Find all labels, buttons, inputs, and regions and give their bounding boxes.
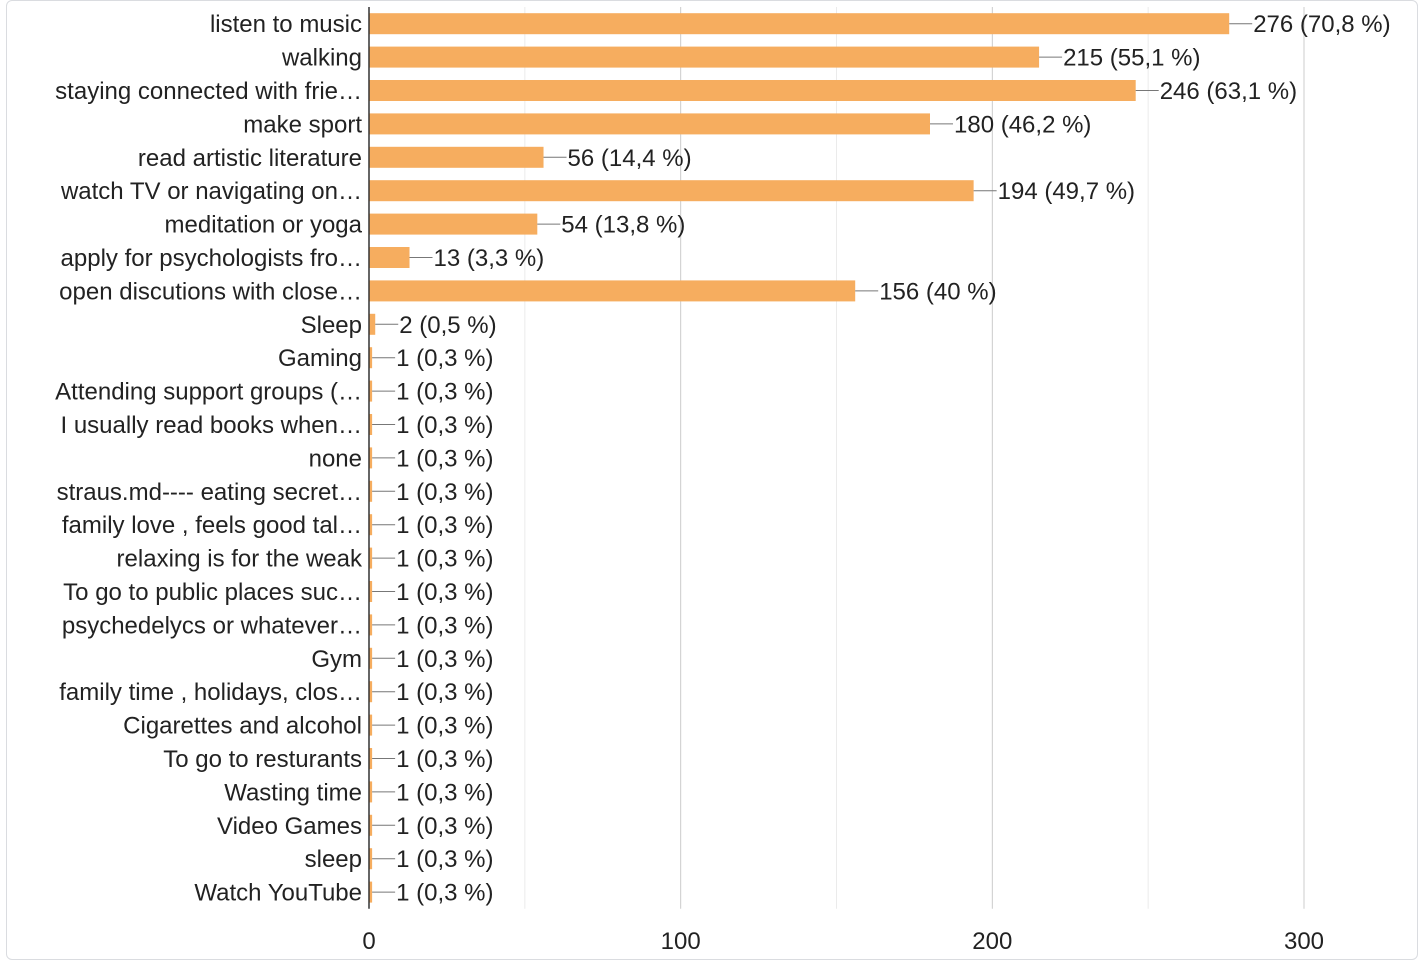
x-tick-label: 300 <box>1284 928 1324 954</box>
bar-attending-support-groups <box>369 380 373 402</box>
bar-psychedelycs-or-whatever <box>369 614 373 636</box>
bar-wasting-time <box>369 781 373 803</box>
category-label: relaxing is for the weak <box>117 546 363 573</box>
data-label: 1 (0,3 %) <box>396 546 493 573</box>
bar-to-go-to-public-places-suc <box>369 581 373 602</box>
bar-watch-tv-or-navigating-on <box>369 180 974 202</box>
bar-make-sport <box>369 113 930 135</box>
bar-cigarettes-and-alcohol <box>369 714 373 736</box>
x-tick-label: 0 <box>362 928 375 954</box>
data-label: 1 (0,3 %) <box>396 445 493 472</box>
data-label: 1 (0,3 %) <box>396 612 493 639</box>
bar-read-artistic-literature <box>369 146 544 168</box>
category-label: family time , holidays, clos… <box>59 679 362 706</box>
bar-i-usually-read-books-when <box>369 414 373 435</box>
data-label: 56 (14,4 %) <box>568 145 692 172</box>
data-label: 246 (63,1 %) <box>1160 78 1297 105</box>
data-label: 1 (0,3 %) <box>396 846 493 873</box>
chart-card <box>6 0 1418 960</box>
bar-family-time-holidays-clos <box>369 681 373 703</box>
data-label: 1 (0,3 %) <box>396 746 493 773</box>
category-label: To go to resturants <box>163 746 362 773</box>
category-label: Video Games <box>217 813 362 840</box>
data-label: 180 (46,2 %) <box>954 111 1091 138</box>
gridlines <box>524 7 1305 909</box>
x-tick-label: 200 <box>972 928 1012 954</box>
data-label: 1 (0,3 %) <box>396 713 493 740</box>
category-label: read artistic literature <box>138 145 362 172</box>
bar-walking <box>369 46 1040 68</box>
category-label: straus.md---- eating secret… <box>57 479 362 506</box>
bar-open-discutions-with-close <box>369 280 856 302</box>
category-label: apply for psychologists fro… <box>61 245 362 272</box>
data-label: 1 (0,3 %) <box>396 479 493 506</box>
category-labels: listen to music walking staying connected … <box>55 11 363 906</box>
data-label: 2 (0,5 %) <box>399 312 496 339</box>
data-label: 276 (70,8 %) <box>1253 11 1390 38</box>
bar-listen-to-music <box>369 13 1230 35</box>
data-label: 156 (40 %) <box>879 278 996 305</box>
category-label: make sport <box>243 111 362 138</box>
bar-video-games <box>369 814 373 836</box>
category-label: staying connected with frie… <box>55 78 362 105</box>
category-label: sleep <box>305 846 362 873</box>
data-label: 1 (0,3 %) <box>396 646 493 673</box>
category-label: Sleep <box>301 312 362 339</box>
data-labels: 276 (70,8 %) 215 (55,1 %) 246 (63,1 %) 180 … <box>372 11 1391 907</box>
data-label: 1 (0,3 %) <box>396 813 493 840</box>
bar-gaming <box>369 347 373 369</box>
x-axis-ticks: 0 100 200 300 <box>362 928 1324 954</box>
category-label: I usually read books when… <box>61 412 363 439</box>
bar-gym <box>369 647 373 669</box>
bar-meditation-or-yoga <box>369 213 538 235</box>
bar-sleep <box>369 313 376 335</box>
category-label: watch TV or navigating on… <box>60 178 362 205</box>
bar-none <box>369 447 373 469</box>
data-label: 13 (3,3 %) <box>434 245 545 272</box>
category-label: Wasting time <box>224 779 362 806</box>
category-label: open discutions with close… <box>59 278 362 305</box>
data-label: 1 (0,3 %) <box>396 345 493 372</box>
category-label: Watch YouTube <box>194 880 362 907</box>
bar-watch-youtube <box>369 881 373 903</box>
bar-apply-for-psychologists-fro <box>369 247 410 268</box>
category-label: Gym <box>311 646 362 673</box>
category-label: Cigarettes and alcohol <box>123 713 362 740</box>
data-label: 1 (0,3 %) <box>396 779 493 806</box>
data-label: 215 (55,1 %) <box>1063 45 1200 72</box>
data-label: 54 (13,8 %) <box>561 212 685 239</box>
category-label: Attending support groups (… <box>55 379 362 406</box>
data-label: 194 (49,7 %) <box>998 178 1135 205</box>
bar-to-go-to-resturants <box>369 748 373 769</box>
data-label: 1 (0,3 %) <box>396 579 493 606</box>
bar-sleep <box>369 848 373 870</box>
bar-relaxing-is-for-the-weak <box>369 547 373 569</box>
data-label: 1 (0,3 %) <box>396 679 493 706</box>
x-tick-label: 100 <box>661 928 701 954</box>
data-label: 1 (0,3 %) <box>396 379 493 406</box>
bar-family-love-feels-good-tal <box>369 514 373 536</box>
data-label: 1 (0,3 %) <box>396 880 493 907</box>
category-label: psychedelycs or whatever… <box>62 612 362 639</box>
category-label: walking <box>281 45 362 72</box>
bar-staying-connected-with-frie <box>369 80 1136 101</box>
category-label: To go to public places suc… <box>63 579 362 606</box>
category-label: meditation or yoga <box>165 212 363 239</box>
category-label: listen to music <box>210 11 362 38</box>
category-label: Gaming <box>278 345 362 372</box>
data-label: 1 (0,3 %) <box>396 512 493 539</box>
data-label: 1 (0,3 %) <box>396 412 493 439</box>
bars <box>369 13 1230 903</box>
bar-straus-md-eating-secret <box>369 480 373 502</box>
category-label: family love , feels good tal… <box>62 512 362 539</box>
category-label: none <box>309 445 362 472</box>
